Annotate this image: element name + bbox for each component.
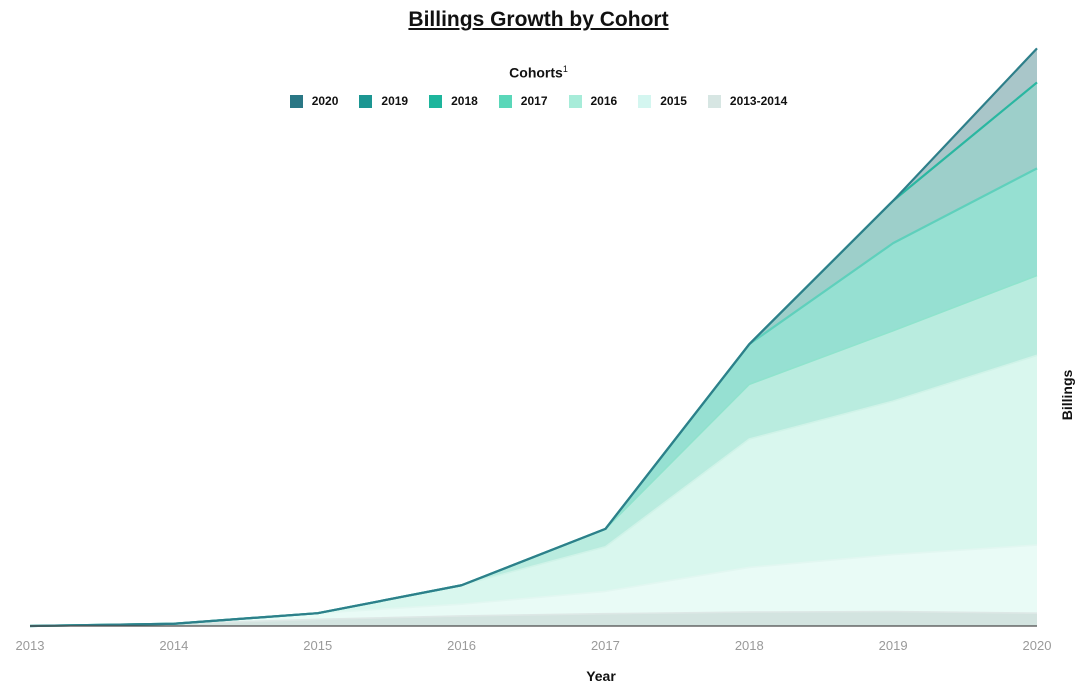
legend-swatch — [568, 94, 582, 108]
legend-item-2018: 2018 — [429, 94, 478, 108]
y-axis-label: Billings — [1059, 369, 1075, 421]
area-2015 — [30, 545, 1037, 626]
x-tick-label: 2014 — [159, 638, 188, 653]
legend-swatch — [707, 94, 721, 108]
legend-title: Cohorts1 — [0, 64, 1077, 81]
legend-item-2016: 2016 — [568, 94, 618, 108]
x-tick-label: 2017 — [591, 638, 620, 653]
x-tick-label: 2016 — [447, 638, 476, 653]
x-tick-label: 2018 — [735, 638, 764, 653]
x-axis-label: Year — [586, 668, 616, 684]
legend-title-footnote: 1 — [562, 64, 568, 74]
legend-title-text: Cohorts — [509, 64, 563, 81]
legend-swatch — [289, 94, 303, 108]
legend-item-2019: 2019 — [359, 94, 408, 108]
legend-swatch — [498, 94, 512, 108]
legend-swatch — [638, 94, 652, 108]
legend-item-2020: 2020 — [289, 94, 339, 108]
area-2013-2014 — [30, 611, 1037, 626]
legend-label: 2017 — [520, 94, 548, 108]
x-tick-label: 2020 — [1023, 638, 1052, 653]
legend-item-2017: 2017 — [498, 94, 548, 108]
legend-swatch — [359, 94, 373, 108]
legend-swatch — [429, 94, 443, 108]
legend-label: 2016 — [590, 94, 618, 108]
x-tick-label: 2019 — [879, 638, 908, 653]
area-2016 — [30, 355, 1037, 626]
legend-item-2013-2014: 2013-2014 — [707, 94, 788, 108]
line-2020 — [29, 47, 1038, 628]
legend-label: 2015 — [660, 94, 687, 108]
chart-title: Billings Growth by Cohort — [408, 8, 669, 31]
legend: 2020 2019 2018 2017 2016 2015 2013-2014 — [0, 94, 1077, 108]
legend-label: 2020 — [311, 94, 339, 108]
legend-item-2015: 2015 — [638, 94, 687, 108]
x-tick-label: 2015 — [303, 638, 332, 653]
x-tick-label: 2013 — [16, 638, 45, 653]
legend-label: 2013-2014 — [729, 94, 788, 108]
legend-label: 2018 — [451, 94, 478, 108]
legend-label: 2019 — [381, 94, 409, 108]
